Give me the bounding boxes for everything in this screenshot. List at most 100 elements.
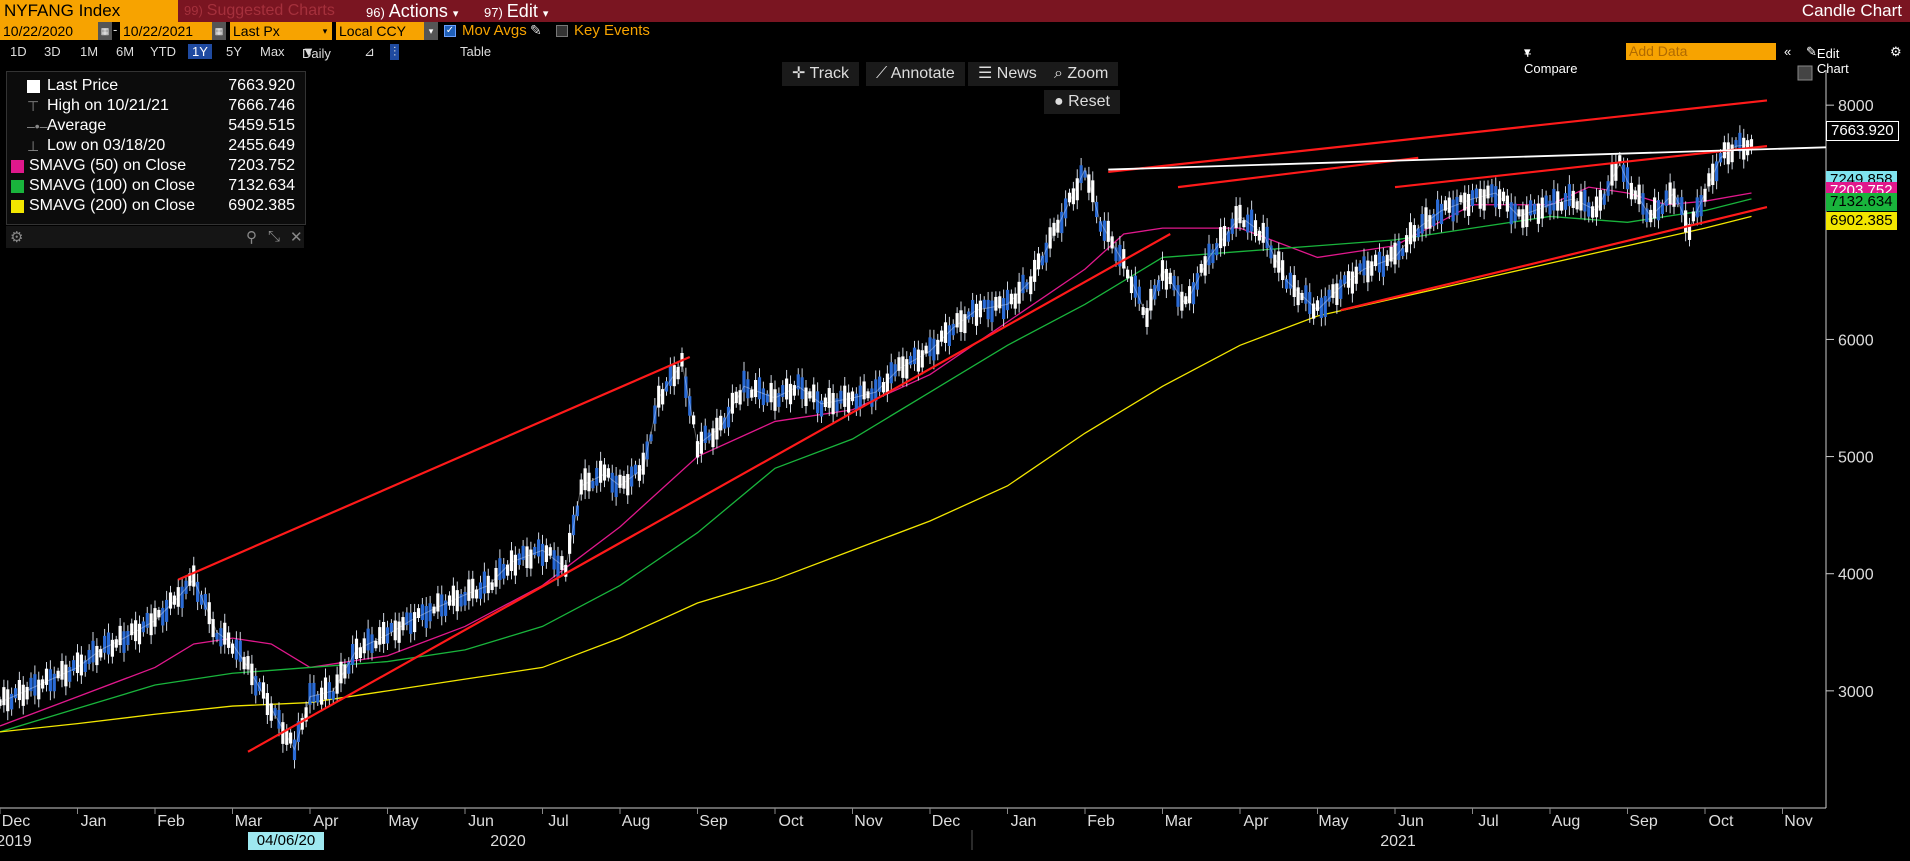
series-last-price — [0, 144, 1752, 751]
gear-icon[interactable]: ⚙ — [10, 229, 24, 246]
range-1y[interactable]: 1Y — [188, 44, 212, 59]
candle-body — [1265, 226, 1269, 249]
candle-body — [587, 472, 591, 492]
gear-icon[interactable]: ⚙ — [1890, 44, 1902, 59]
key-events-checkbox[interactable] — [556, 25, 568, 37]
legend-swatch — [11, 180, 24, 193]
candle-body — [796, 374, 800, 390]
candle-body — [219, 628, 223, 647]
series-smavg-50- — [0, 186, 1752, 727]
y-tick-label: 6000 — [1838, 332, 1874, 349]
candle-body — [72, 660, 76, 672]
candle-body — [606, 468, 610, 478]
candle-body — [963, 314, 967, 334]
range-1m[interactable]: 1M — [80, 44, 99, 59]
candle-body — [1660, 203, 1664, 215]
candle-body — [75, 652, 80, 673]
pin-icon[interactable]: ⚲ — [246, 229, 257, 246]
range-3d[interactable]: 3D — [44, 44, 61, 59]
candle-body — [1176, 285, 1180, 307]
start-date-field[interactable]: 10/22/2020 — [0, 22, 98, 40]
candle-chart-icon[interactable]: ⫶ — [390, 44, 400, 60]
candle-body — [881, 382, 886, 393]
range-5y[interactable]: 5Y — [226, 44, 242, 59]
candle-body — [618, 474, 622, 488]
edit-chart-button[interactable]: ✎ Edit Chart — [1806, 44, 1849, 76]
add-data-input[interactable]: Add Data — [1626, 43, 1776, 60]
range-max[interactable]: Max — [260, 44, 285, 59]
candle-body — [556, 555, 560, 578]
annotate-button[interactable]: ⟋ Annotate — [866, 62, 965, 86]
collapse-icon[interactable]: ⤡ — [268, 228, 281, 245]
range-ytd[interactable]: YTD — [150, 44, 176, 59]
candle-body — [234, 639, 238, 660]
chevron-down-icon[interactable]: ▾ — [424, 22, 438, 40]
actions-menu[interactable]: 96) Actions ▾ — [366, 1, 459, 21]
candle-body — [517, 553, 521, 565]
start-date-picker[interactable]: ▦ — [98, 22, 112, 40]
suggested-charts-menu[interactable]: 99) Suggested Charts — [184, 2, 335, 19]
candle-body — [1009, 293, 1013, 305]
currency-select[interactable]: Local CCY — [336, 22, 424, 40]
compare-button[interactable]: + Compare ▾ — [1524, 44, 1578, 76]
ticker-field[interactable]: NYFANG Index — [0, 0, 178, 22]
period-select[interactable]: Daily ▼ — [302, 44, 331, 61]
candle-body — [936, 339, 940, 355]
candle-body — [1129, 276, 1134, 294]
edit-menu[interactable]: 97) Edit ▾ — [484, 1, 549, 21]
pencil-icon[interactable]: ✎ — [530, 22, 542, 38]
candle-body — [1040, 255, 1044, 266]
candle-body — [537, 539, 541, 557]
candle-body — [401, 617, 405, 631]
x-tick-label: Jun — [468, 813, 494, 830]
close-icon[interactable]: ✕ — [290, 229, 303, 246]
candle-body — [1656, 200, 1661, 221]
candle-body — [982, 299, 986, 309]
mov-avgs-checkbox[interactable]: ✓ — [444, 25, 456, 37]
candle-body — [126, 630, 130, 645]
candle-body — [1207, 243, 1211, 266]
chevron-down-icon[interactable]: ▾ — [320, 22, 330, 40]
candle-body — [715, 417, 719, 440]
end-date-picker[interactable]: ▦ — [212, 22, 226, 40]
x-tick-label: Dec — [932, 813, 960, 830]
candle-body — [548, 547, 552, 556]
candle-body — [986, 299, 990, 320]
candle-body — [1075, 178, 1079, 201]
range-1d[interactable]: 1D — [10, 44, 27, 59]
candle-body — [1459, 195, 1463, 203]
candle-body — [83, 660, 87, 672]
candle-body — [1331, 284, 1335, 298]
price-field-select[interactable]: Last Px — [230, 22, 332, 40]
candle-body — [1005, 289, 1010, 311]
candle-body — [742, 370, 746, 393]
collapse-icon[interactable]: « — [1784, 44, 1792, 59]
candle-body — [451, 585, 455, 606]
candle-body — [1091, 180, 1095, 203]
candle-body — [637, 465, 641, 481]
table-button[interactable]: Table — [460, 44, 492, 59]
candle-body — [1292, 275, 1296, 298]
candle-body — [467, 579, 471, 601]
end-date-field[interactable]: 10/22/2021 — [120, 22, 212, 40]
news-button[interactable]: ☰ News — [968, 62, 1047, 86]
candle-body — [816, 391, 820, 414]
candle-body — [1246, 214, 1250, 233]
candle-body — [1517, 209, 1521, 217]
candle-body — [1188, 286, 1192, 304]
candle-body — [1354, 266, 1358, 284]
zoom-button[interactable]: ⌕ Zoom — [1044, 62, 1119, 86]
track-button[interactable]: ✛ Track — [782, 62, 859, 86]
candle-body — [1164, 268, 1168, 290]
candle-body — [87, 649, 91, 664]
candle-body — [874, 379, 878, 402]
line-chart-icon[interactable]: ⊿ — [364, 44, 375, 59]
range-6m[interactable]: 6M — [116, 44, 135, 59]
candle-body — [1118, 244, 1122, 267]
candle-body — [641, 452, 645, 475]
candle-body — [1633, 190, 1637, 200]
reset-button[interactable]: ● Reset — [1044, 90, 1120, 114]
candle-body — [99, 649, 103, 658]
candle-body — [579, 479, 583, 495]
